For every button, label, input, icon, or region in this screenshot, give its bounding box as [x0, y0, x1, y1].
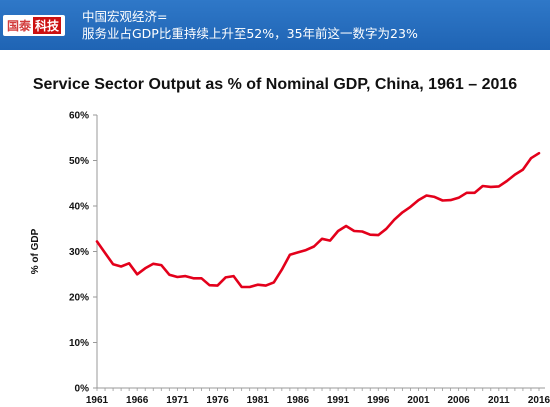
x-tick-label: 2001: [407, 395, 430, 406]
y-tick-label: 30%: [69, 247, 89, 258]
x-tick-label: 1966: [126, 395, 149, 406]
banner-line-1: 中国宏观经济=: [82, 9, 168, 24]
series-line-0: [95, 151, 541, 289]
y-tick-label: 0%: [75, 384, 90, 395]
x-tick-label: 1971: [166, 395, 189, 406]
banner-text: 中国宏观经济= 服务业占GDP比重持续上升至52%，35年前这一数字为23%: [82, 8, 418, 42]
x-tick-label: 2016: [528, 395, 550, 406]
logo-left-text: 国泰: [6, 18, 31, 33]
x-tick-label: 1961: [86, 395, 109, 406]
chart-title: Service Sector Output as % of Nominal GD…: [32, 76, 518, 93]
x-tick-label: 1976: [206, 395, 229, 406]
x-tick-label: 1991: [327, 395, 350, 406]
header-banner: 国泰 科技 中国宏观经济= 服务业占GDP比重持续上升至52%，35年前这一数字…: [0, 0, 550, 50]
logo-right-text: 科技: [33, 16, 62, 34]
x-tick-label: 1981: [247, 395, 270, 406]
banner-line-2: 服务业占GDP比重持续上升至52%，35年前这一数字为23%: [82, 26, 418, 41]
x-tick-label: 1996: [367, 395, 390, 406]
y-tick-label: 60%: [69, 111, 89, 122]
y-axis-label: % of GDP: [30, 228, 41, 274]
y-tick-label: 40%: [69, 202, 89, 213]
brand-logo: 国泰 科技: [0, 0, 68, 50]
y-tick-label: 50%: [69, 156, 89, 167]
x-tick-label: 2006: [448, 395, 471, 406]
x-tick-label: 2011: [488, 395, 510, 406]
y-tick-label: 10%: [69, 338, 89, 349]
y-tick-label: 20%: [69, 293, 89, 304]
x-tick-label: 1986: [287, 395, 310, 406]
